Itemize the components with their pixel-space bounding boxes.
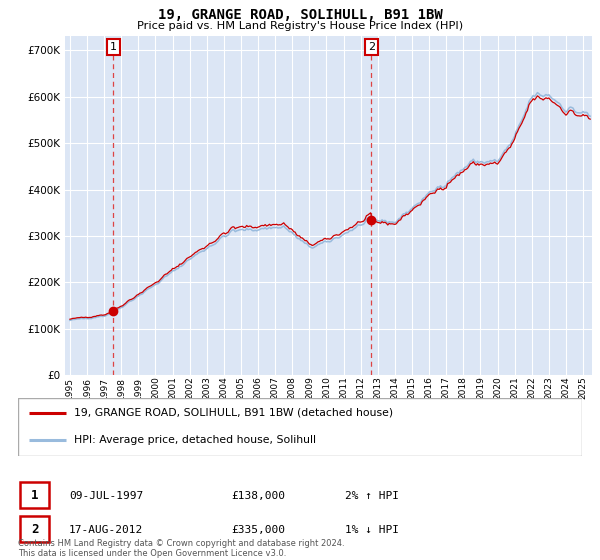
Text: 1: 1 [31, 488, 38, 502]
FancyBboxPatch shape [18, 398, 582, 456]
Text: £335,000: £335,000 [231, 525, 285, 535]
Text: 09-JUL-1997: 09-JUL-1997 [69, 491, 143, 501]
Text: 17-AUG-2012: 17-AUG-2012 [69, 525, 143, 535]
Text: HPI: Average price, detached house, Solihull: HPI: Average price, detached house, Soli… [74, 435, 316, 445]
FancyBboxPatch shape [20, 482, 49, 508]
Text: 19, GRANGE ROAD, SOLIHULL, B91 1BW (detached house): 19, GRANGE ROAD, SOLIHULL, B91 1BW (deta… [74, 408, 394, 418]
Text: Price paid vs. HM Land Registry's House Price Index (HPI): Price paid vs. HM Land Registry's House … [137, 21, 463, 31]
Text: £138,000: £138,000 [231, 491, 285, 501]
Text: Contains HM Land Registry data © Crown copyright and database right 2024.
This d: Contains HM Land Registry data © Crown c… [18, 539, 344, 558]
Text: 2% ↑ HPI: 2% ↑ HPI [345, 491, 399, 501]
Text: 2: 2 [368, 42, 375, 52]
Text: 1% ↓ HPI: 1% ↓ HPI [345, 525, 399, 535]
Text: 2: 2 [31, 522, 38, 536]
Text: 1: 1 [110, 42, 117, 52]
FancyBboxPatch shape [20, 516, 49, 542]
Text: 19, GRANGE ROAD, SOLIHULL, B91 1BW: 19, GRANGE ROAD, SOLIHULL, B91 1BW [158, 8, 442, 22]
